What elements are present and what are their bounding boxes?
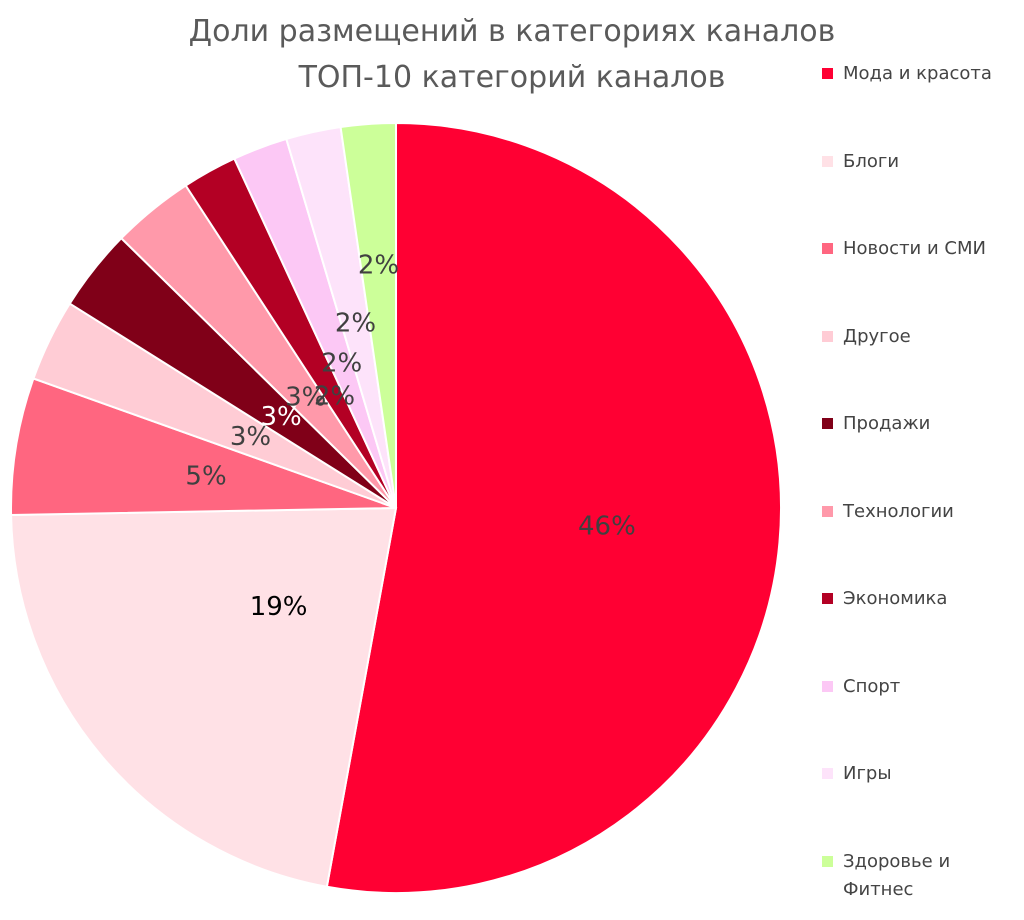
legend-item: Другое	[822, 323, 1022, 351]
pie-slice	[339, 121, 397, 509]
legend-item: Игры	[822, 760, 1022, 788]
legend-item: Спорт	[822, 673, 1022, 701]
chart-title: Доли размещений в категориях каналов	[188, 14, 836, 49]
legend-label: Другое	[843, 325, 911, 347]
pie-data-labels: 46%19%5%3%3%3%2%2%2%2%	[185, 251, 635, 623]
legend-label: Игры	[843, 763, 892, 784]
legend-item: Продажи	[822, 410, 1022, 438]
pie-data-label: 3%	[285, 382, 326, 412]
chart-subtitle: ТОП-10 категорий каналов	[298, 60, 726, 95]
legend-swatch	[822, 330, 833, 342]
pie-data-label: 46%	[578, 512, 636, 542]
legend-swatch	[822, 505, 833, 517]
pie-data-label: 3%	[230, 422, 271, 452]
pie-data-label: 2%	[358, 251, 399, 281]
pie-slice	[10, 377, 397, 516]
legend-swatch	[822, 855, 833, 867]
pie-slice	[325, 121, 782, 894]
legend-swatch	[822, 155, 833, 167]
legend-item: Здоровье и Фитнес	[822, 848, 1022, 904]
pie-slices	[10, 121, 782, 894]
legend-label: Технологии	[843, 500, 954, 522]
legend-item: Блоги	[822, 148, 1022, 176]
legend-label: Новости и СМИ	[843, 238, 986, 259]
pie-chart: 46%19%5%3%3%3%2%2%2%2%	[10, 121, 782, 894]
legend-swatch	[822, 768, 833, 779]
legend-label: Продажи	[843, 413, 931, 434]
legend-label: Экономика	[843, 588, 948, 609]
pie-data-label: 2%	[321, 348, 362, 378]
pie-data-label: 5%	[185, 461, 226, 491]
legend-item: Мода и красота	[822, 60, 1022, 88]
legend-swatch	[822, 243, 833, 254]
legend-swatch	[822, 418, 833, 429]
pie-data-label: 19%	[250, 592, 308, 622]
legend-swatch	[822, 68, 833, 79]
legend-item: Новости и СМИ	[822, 235, 1022, 263]
pie-slice	[10, 506, 398, 888]
legend-swatch	[822, 680, 833, 692]
legend-label: Мода и красота	[843, 63, 992, 84]
pie-data-label: 2%	[335, 308, 376, 338]
legend-label: Здоровье и Фитнес	[843, 850, 951, 900]
legend-swatch	[822, 593, 833, 604]
legend-item: Экономика	[822, 585, 1022, 613]
pie-data-label: 3%	[261, 402, 302, 432]
legend-label: Блоги	[843, 150, 900, 172]
legend-label: Спорт	[843, 675, 901, 697]
pie-data-label: 2%	[314, 381, 355, 411]
legend-item: Технологии	[822, 498, 1022, 526]
